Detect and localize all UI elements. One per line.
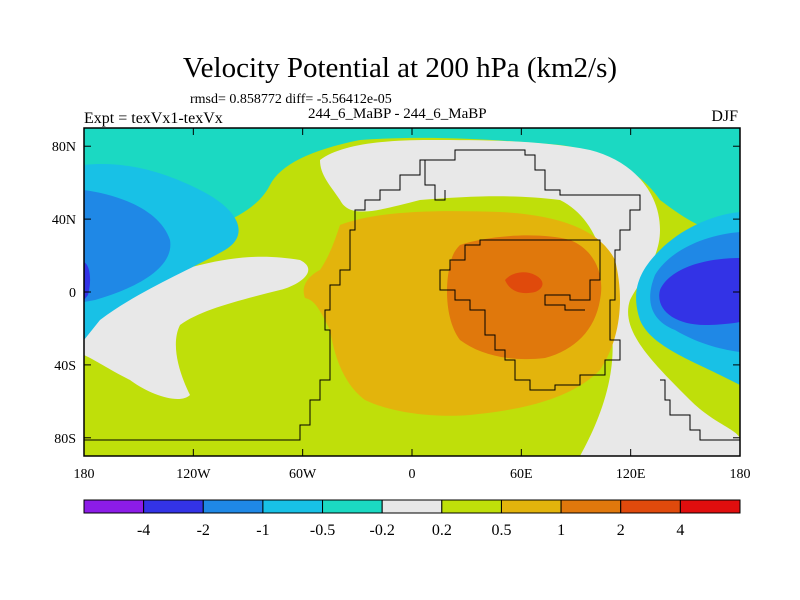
colorbar-label: 0.2 xyxy=(432,522,452,539)
colorbar-swatch xyxy=(262,499,324,514)
colorbar-label: -0.5 xyxy=(310,522,335,539)
band--1--0.5 xyxy=(84,164,740,385)
colorbar-swatch xyxy=(679,499,741,514)
x-tick-label: 120W xyxy=(176,467,211,482)
band--0.2-0.2 xyxy=(84,140,740,456)
colorbar-label: -0.2 xyxy=(370,522,395,539)
experiment-label: Expt = texVx1-texVx xyxy=(84,110,223,127)
stats-label: rmsd= 0.858772 diff= -5.56412e-05 xyxy=(190,92,392,107)
colorbar-swatch xyxy=(620,499,681,514)
y-tick-label: 80N xyxy=(52,140,76,155)
colorbar-label: 2 xyxy=(617,522,625,539)
x-tick-label: 180 xyxy=(730,467,751,482)
x-axis: 180 120W 60W 0 60E 120E 180 xyxy=(74,128,751,482)
continent-outlines xyxy=(84,149,740,441)
colorbar-label: 0.5 xyxy=(491,522,511,539)
y-tick-label: 40N xyxy=(52,213,76,228)
band-2-4 xyxy=(505,272,543,294)
colorbar: -4 -2 -1 -0.5 -0.2 0.2 0.5 1 2 4 xyxy=(83,499,741,539)
colorbar-swatch xyxy=(560,499,622,514)
x-tick-label: 180 xyxy=(74,467,95,482)
y-tick-label: 0 xyxy=(69,286,76,301)
case-names-label: 244_6_MaBP - 244_6_MaBP xyxy=(308,106,487,122)
y-tick-label: 40S xyxy=(54,359,76,374)
colorbar-swatch xyxy=(381,499,443,514)
y-tick-label: 80S xyxy=(54,432,76,447)
x-tick-label: 120E xyxy=(616,467,646,482)
colorbar-label: -4 xyxy=(137,522,150,539)
colorbar-swatch xyxy=(202,499,264,514)
colorbar-swatch xyxy=(500,499,562,514)
colorbar-label: -2 xyxy=(197,522,210,539)
season-label: DJF xyxy=(711,108,738,125)
colorbar-label: 1 xyxy=(557,522,565,539)
chart-title: Velocity Potential at 200 hPa (km2/s) xyxy=(182,52,618,84)
x-tick-label: 60W xyxy=(289,467,317,482)
colorbar-swatch xyxy=(143,499,204,514)
x-tick-label: 60E xyxy=(510,467,533,482)
coastline xyxy=(84,149,641,441)
contour-field xyxy=(84,128,740,456)
coastline-east xyxy=(660,379,740,441)
colorbar-swatch xyxy=(83,499,145,514)
colorbar-label: 4 xyxy=(676,522,684,539)
band--0.5--0.2 xyxy=(84,128,740,300)
colorbar-swatch xyxy=(322,499,383,514)
x-tick-label: 0 xyxy=(409,467,416,482)
y-axis: 80N 40N 0 40S 80S xyxy=(52,140,740,447)
band-1-2 xyxy=(447,235,602,360)
coastline-north xyxy=(420,159,446,201)
colorbar-swatch xyxy=(441,499,502,514)
colorbar-label: -1 xyxy=(256,522,269,539)
